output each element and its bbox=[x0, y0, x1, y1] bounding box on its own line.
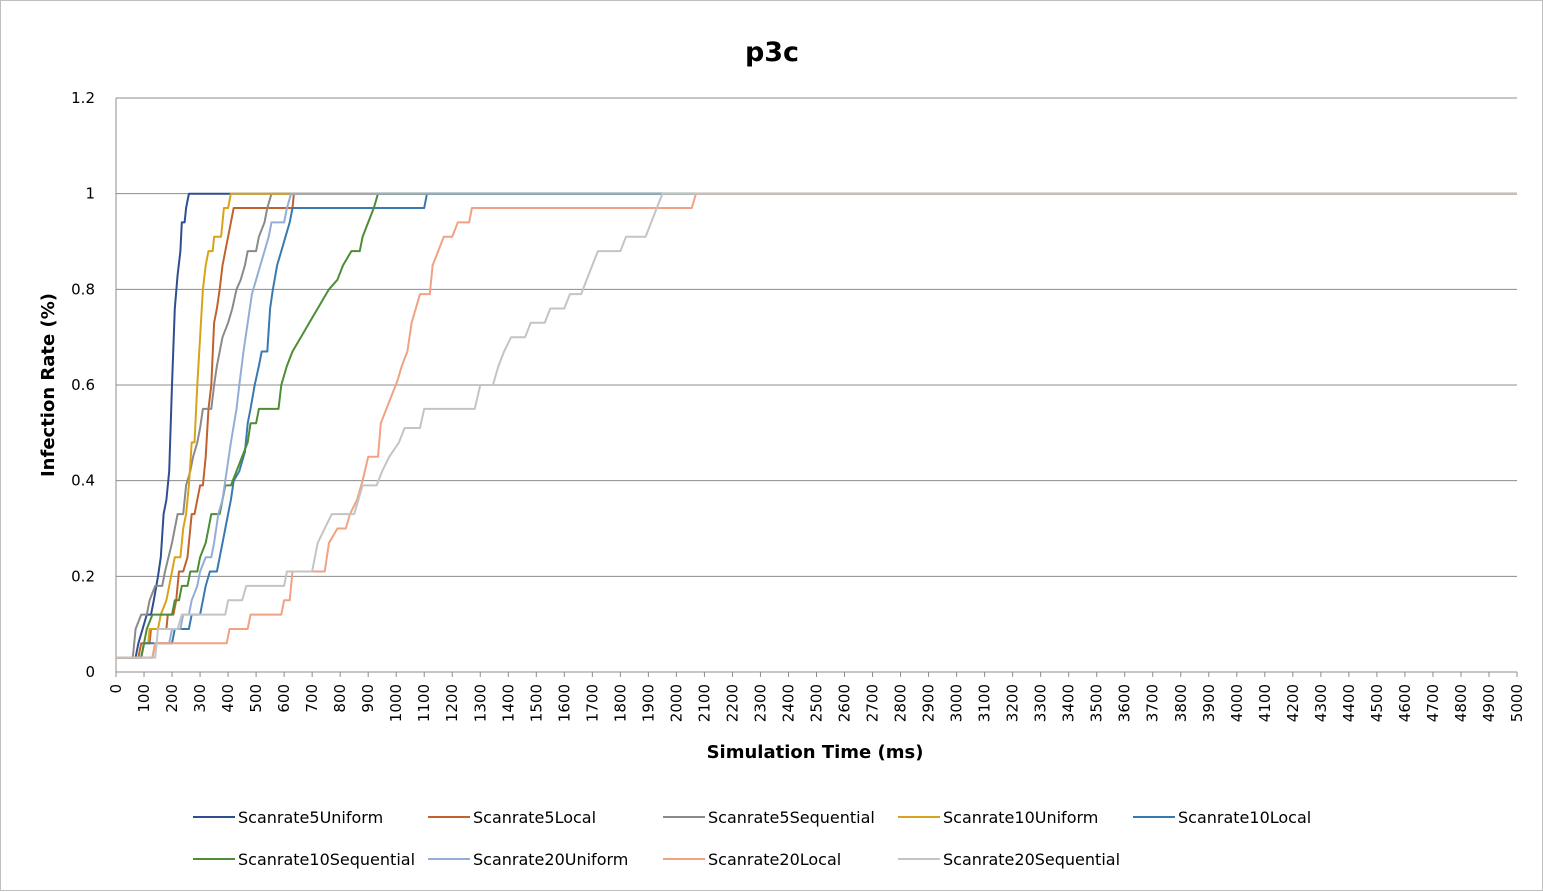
y-tick-label: 0.8 bbox=[71, 280, 95, 298]
series-line-Scanrate10Sequential bbox=[116, 192, 1517, 659]
x-tick-labels: 0 100 200 300 400 500 600 700 800 900 1000 1100 1200… bbox=[107, 672, 1526, 722]
series-line-Scanrate5Uniform bbox=[116, 192, 1517, 659]
x-tick-label: 1600 bbox=[555, 684, 573, 722]
x-tick-label: 2700 bbox=[864, 684, 882, 722]
x-tick-label: 2800 bbox=[892, 684, 910, 722]
series-line-Scanrate5Sequential bbox=[116, 192, 1517, 659]
x-tick-label: 1100 bbox=[415, 684, 433, 722]
x-tick-label: 3200 bbox=[1004, 684, 1022, 722]
series-line-Scanrate5Local bbox=[116, 192, 1517, 659]
y-axis-title: Infection Rate (%) bbox=[38, 293, 59, 477]
x-tick-label: 4100 bbox=[1256, 684, 1274, 722]
x-tick-label: 4600 bbox=[1396, 684, 1414, 722]
legend-label: Scanrate10Local bbox=[1178, 808, 1311, 827]
x-tick-label: 4200 bbox=[1284, 684, 1302, 722]
x-tick-label: 2000 bbox=[667, 684, 685, 722]
gridlines bbox=[116, 97, 1517, 577]
x-tick-label: 3000 bbox=[948, 684, 966, 722]
legend-label: Scanrate5Uniform bbox=[238, 808, 383, 827]
x-tick-label: 2200 bbox=[723, 684, 741, 722]
legend-label: Scanrate10Uniform bbox=[943, 808, 1098, 827]
x-tick-label: 2500 bbox=[808, 684, 826, 722]
x-tick-label: 100 bbox=[135, 684, 153, 713]
x-tick-label: 0 bbox=[107, 684, 125, 694]
series-line-Scanrate20Local bbox=[116, 192, 1517, 659]
x-tick-label: 3400 bbox=[1060, 684, 1078, 722]
x-tick-label: 1000 bbox=[387, 684, 405, 722]
legend-label: Scanrate5Local bbox=[473, 808, 596, 827]
x-tick-label: 3700 bbox=[1144, 684, 1162, 722]
x-tick-label: 4000 bbox=[1228, 684, 1246, 722]
x-tick-label: 3800 bbox=[1172, 684, 1190, 722]
x-tick-label: 3500 bbox=[1088, 684, 1106, 722]
x-tick-label: 3900 bbox=[1200, 684, 1218, 722]
y-tick-label: 1 bbox=[85, 185, 95, 203]
chart-title: p3c bbox=[745, 37, 799, 68]
x-tick-label: 500 bbox=[247, 684, 265, 713]
x-tick-label: 800 bbox=[331, 684, 349, 713]
x-tick-label: 4500 bbox=[1368, 684, 1386, 722]
series-line-Scanrate10Uniform bbox=[116, 192, 1517, 659]
x-tick-label: 1700 bbox=[583, 684, 601, 722]
series-lines bbox=[116, 192, 1517, 659]
legend-label: Scanrate20Uniform bbox=[473, 850, 628, 869]
legend-label: Scanrate10Sequential bbox=[238, 850, 415, 869]
x-tick-label: 4700 bbox=[1424, 684, 1442, 722]
legend-label: Scanrate20Sequential bbox=[943, 850, 1120, 869]
legend-label: Scanrate20Local bbox=[708, 850, 841, 869]
x-tick-label: 2600 bbox=[836, 684, 854, 722]
x-tick-label: 300 bbox=[191, 684, 209, 713]
y-tick-label: 0 bbox=[85, 663, 95, 681]
legend-label: Scanrate5Sequential bbox=[708, 808, 875, 827]
x-tick-label: 4800 bbox=[1452, 684, 1470, 722]
series-line-Scanrate20Sequential bbox=[116, 192, 1517, 659]
x-tick-label: 1900 bbox=[639, 684, 657, 722]
x-tick-label: 1400 bbox=[499, 684, 517, 722]
x-tick-label: 700 bbox=[303, 684, 321, 713]
x-tick-label: 4400 bbox=[1340, 684, 1358, 722]
x-tick-label: 1200 bbox=[443, 684, 461, 722]
x-tick-label: 200 bbox=[163, 684, 181, 713]
x-tick-label: 4300 bbox=[1312, 684, 1330, 722]
x-tick-label: 900 bbox=[359, 684, 377, 713]
x-tick-label: 5000 bbox=[1508, 684, 1526, 722]
x-tick-label: 4900 bbox=[1480, 684, 1498, 722]
series-line-Scanrate10Local bbox=[116, 192, 1517, 659]
y-tick-labels: 0 0.2 0.4 0.6 0.8 1 1.2 bbox=[71, 89, 95, 681]
x-tick-label: 1800 bbox=[611, 684, 629, 722]
x-tick-label: 2100 bbox=[695, 684, 713, 722]
x-tick-label: 3100 bbox=[976, 684, 994, 722]
legend: Scanrate5Uniform Scanrate5Local Scanrate5S… bbox=[193, 808, 1311, 869]
x-tick-label: 3600 bbox=[1116, 684, 1134, 722]
y-tick-label: 0.6 bbox=[71, 376, 95, 394]
x-tick-label: 2900 bbox=[920, 684, 938, 722]
y-tick-label: 0.4 bbox=[71, 472, 95, 490]
x-axis-title: Simulation Time (ms) bbox=[707, 742, 924, 763]
x-tick-label: 600 bbox=[275, 684, 293, 713]
x-tick-label: 2300 bbox=[751, 684, 769, 722]
x-tick-label: 1500 bbox=[527, 684, 545, 722]
x-tick-label: 2400 bbox=[779, 684, 797, 722]
x-tick-label: 400 bbox=[219, 684, 237, 713]
x-tick-label: 3300 bbox=[1032, 684, 1050, 722]
x-tick-label: 1300 bbox=[471, 684, 489, 722]
series-line-Scanrate20Uniform bbox=[116, 192, 1517, 659]
y-tick-label: 0.2 bbox=[71, 567, 95, 585]
y-tick-label: 1.2 bbox=[71, 89, 95, 107]
